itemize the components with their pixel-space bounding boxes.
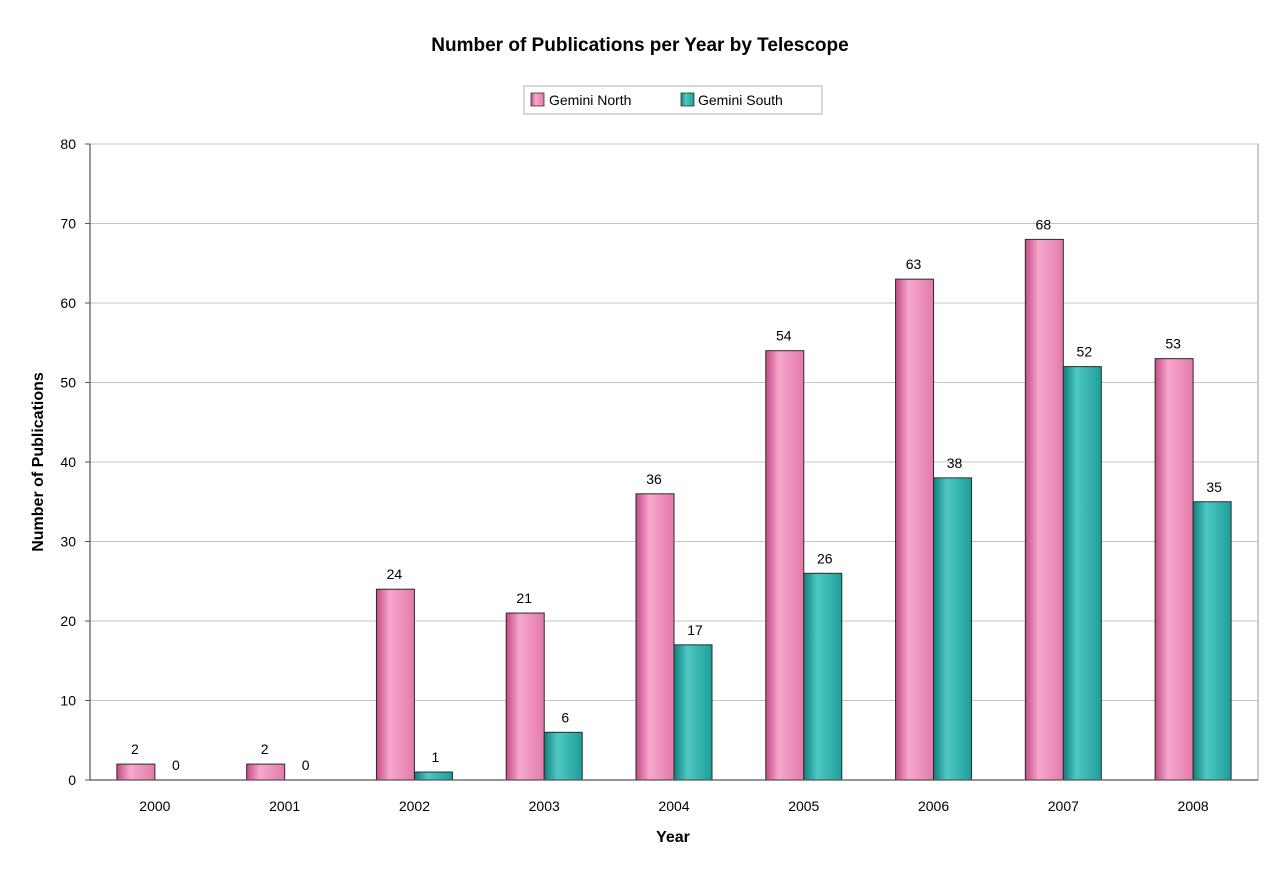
bar-gemini-south — [803, 572, 843, 781]
y-axis-title: Number of Publications — [30, 372, 47, 552]
x-tick-label: 2001 — [269, 798, 300, 814]
x-tick-label: 2004 — [658, 798, 689, 814]
x-tick-label: 2002 — [399, 798, 430, 814]
bar-gemini-south — [1062, 366, 1102, 781]
y-tick-label: 0 — [68, 772, 76, 788]
legend-box — [523, 85, 823, 115]
bar-gemini-south — [933, 477, 973, 781]
bar-gemini-north — [375, 588, 415, 781]
data-label-gemini-north: 36 — [646, 471, 662, 487]
bar-gemini-north — [1024, 238, 1064, 781]
bars: 2 0 2 0 24 1 21 6 36 17 54 26 63 38 68 52 53 35 — [116, 216, 1232, 781]
data-label-gemini-south: 1 — [432, 749, 440, 765]
data-label-gemini-south: 6 — [561, 709, 569, 725]
data-label-gemini-north: 63 — [906, 256, 922, 272]
y-tick-label: 20 — [60, 613, 76, 629]
bar-gemini-south — [413, 771, 453, 781]
bar-gemini-south — [1192, 501, 1232, 781]
data-label-gemini-north: 2 — [131, 741, 139, 757]
x-tick-label: 2000 — [139, 798, 170, 814]
legend-label-gemini-south: Gemini South — [698, 92, 783, 108]
x-tick-label: 2007 — [1048, 798, 1079, 814]
data-label-gemini-south: 35 — [1206, 479, 1222, 495]
data-label-gemini-south: 0 — [302, 757, 310, 773]
data-label-gemini-north: 54 — [776, 328, 792, 344]
data-label-gemini-south: 17 — [687, 622, 703, 638]
y-tick-label: 40 — [60, 454, 76, 470]
legend-label-gemini-north: Gemini North — [549, 92, 631, 108]
x-tick-label: 2005 — [788, 798, 819, 814]
bar-gemini-north — [246, 763, 286, 781]
y-tick-label: 10 — [60, 693, 76, 709]
y-tick-label: 30 — [60, 534, 76, 550]
x-tick-label: 2008 — [1178, 798, 1209, 814]
data-label-gemini-north: 21 — [516, 590, 532, 606]
x-axis-ticks: 2000 2001 2002 2003 2004 2005 2006 2007 2008 — [139, 798, 1209, 814]
bar-gemini-north — [505, 612, 545, 781]
data-label-gemini-south: 26 — [817, 550, 833, 566]
data-label-gemini-south: 0 — [172, 757, 180, 773]
data-label-gemini-south: 38 — [947, 455, 963, 471]
x-tick-label: 2003 — [529, 798, 560, 814]
data-label-gemini-south: 52 — [1077, 344, 1093, 360]
data-label-gemini-north: 68 — [1036, 216, 1052, 232]
x-tick-label: 2006 — [918, 798, 949, 814]
bar-gemini-south — [543, 731, 583, 781]
bar-gemini-south — [673, 644, 713, 781]
y-tick-label: 80 — [60, 136, 76, 152]
bar-gemini-north — [1154, 358, 1194, 781]
y-tick-label: 60 — [60, 295, 76, 311]
data-label-gemini-north: 53 — [1165, 336, 1181, 352]
chart-title: Number of Publications per Year by Teles… — [431, 35, 848, 56]
bar-gemini-north — [895, 278, 935, 781]
y-axis-ticks: 0 10 20 30 40 50 60 70 80 — [60, 136, 90, 788]
legend-swatch-gemini-north — [530, 92, 545, 107]
data-label-gemini-north: 24 — [387, 566, 403, 582]
data-label-gemini-north: 2 — [261, 741, 269, 757]
legend: Gemini North Gemini South — [523, 85, 823, 115]
y-tick-label: 70 — [60, 216, 76, 232]
y-tick-label: 50 — [60, 375, 76, 391]
legend-swatch-gemini-south — [680, 92, 695, 107]
x-axis-title: Year — [656, 829, 690, 846]
bar-gemini-north — [765, 350, 805, 781]
bar-gemini-north — [635, 493, 675, 781]
bar-gemini-north — [116, 763, 156, 781]
